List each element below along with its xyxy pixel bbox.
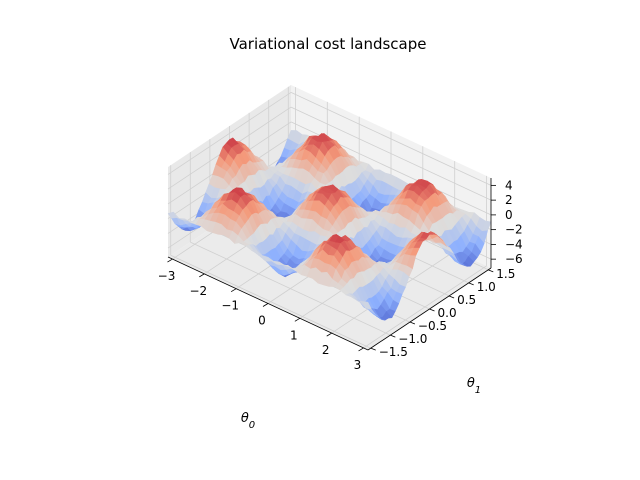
z-gridline-back bbox=[290, 92, 492, 186]
y-tick-mark bbox=[468, 282, 474, 286]
z-tick-label: −6 bbox=[505, 252, 523, 266]
x-tick-label: 3 bbox=[354, 358, 362, 372]
x-axis-label: θ0 bbox=[241, 411, 255, 431]
y-tick-mark bbox=[429, 308, 435, 312]
y-axis-label: θ1 bbox=[467, 376, 481, 396]
z-tick-label: 2 bbox=[505, 193, 513, 207]
x-tick-label: 0 bbox=[258, 314, 266, 328]
y-tick-label: −1.0 bbox=[398, 332, 427, 346]
surface-cell bbox=[361, 301, 372, 310]
x-tick-label: 2 bbox=[322, 343, 330, 357]
x-tick-mark bbox=[167, 258, 173, 263]
y-tick-label: 0.5 bbox=[457, 293, 476, 307]
z-tick-label: −2 bbox=[505, 223, 523, 237]
y-tick-mark bbox=[448, 295, 455, 299]
z-tick-label: 4 bbox=[505, 178, 513, 192]
x-tick-label: 1 bbox=[290, 328, 298, 342]
y-tick-label: 0.0 bbox=[438, 306, 457, 320]
z-tick-label: −4 bbox=[505, 237, 523, 251]
y-tick-mark bbox=[390, 334, 396, 338]
x-tick-label: −3 bbox=[158, 269, 176, 283]
y-tick-mark bbox=[370, 347, 376, 351]
y-tick-label: −1.5 bbox=[379, 345, 408, 359]
y-gridline-floor bbox=[190, 241, 391, 336]
x-tick-mark bbox=[358, 347, 364, 352]
x-tick-mark bbox=[326, 332, 332, 337]
z-gridline-left bbox=[167, 92, 292, 175]
x-tick-mark bbox=[262, 303, 269, 307]
y-tick-label: 1.0 bbox=[477, 280, 496, 294]
x-tick-mark bbox=[199, 273, 205, 278]
x-tick-mark bbox=[230, 288, 237, 293]
z-tick-label: 0 bbox=[505, 208, 513, 222]
chart-title: Variational cost landscape bbox=[230, 35, 427, 53]
x-tick-label: −1 bbox=[221, 299, 239, 313]
x-tick-mark bbox=[294, 317, 301, 322]
y-tick-label: −0.5 bbox=[418, 319, 447, 333]
surface-plot bbox=[167, 130, 492, 321]
axis-ticks: 3210−1−2−3−1.5−1.0−0.50.00.51.01.5−6−4−2… bbox=[158, 178, 523, 372]
y-tick-mark bbox=[488, 269, 494, 273]
y-gridline-floor bbox=[170, 254, 371, 349]
y-tick-label: 1.5 bbox=[496, 267, 515, 281]
z-gridline-back bbox=[290, 106, 492, 201]
x-tick-label: −2 bbox=[189, 284, 207, 298]
y-tick-mark bbox=[409, 321, 416, 325]
